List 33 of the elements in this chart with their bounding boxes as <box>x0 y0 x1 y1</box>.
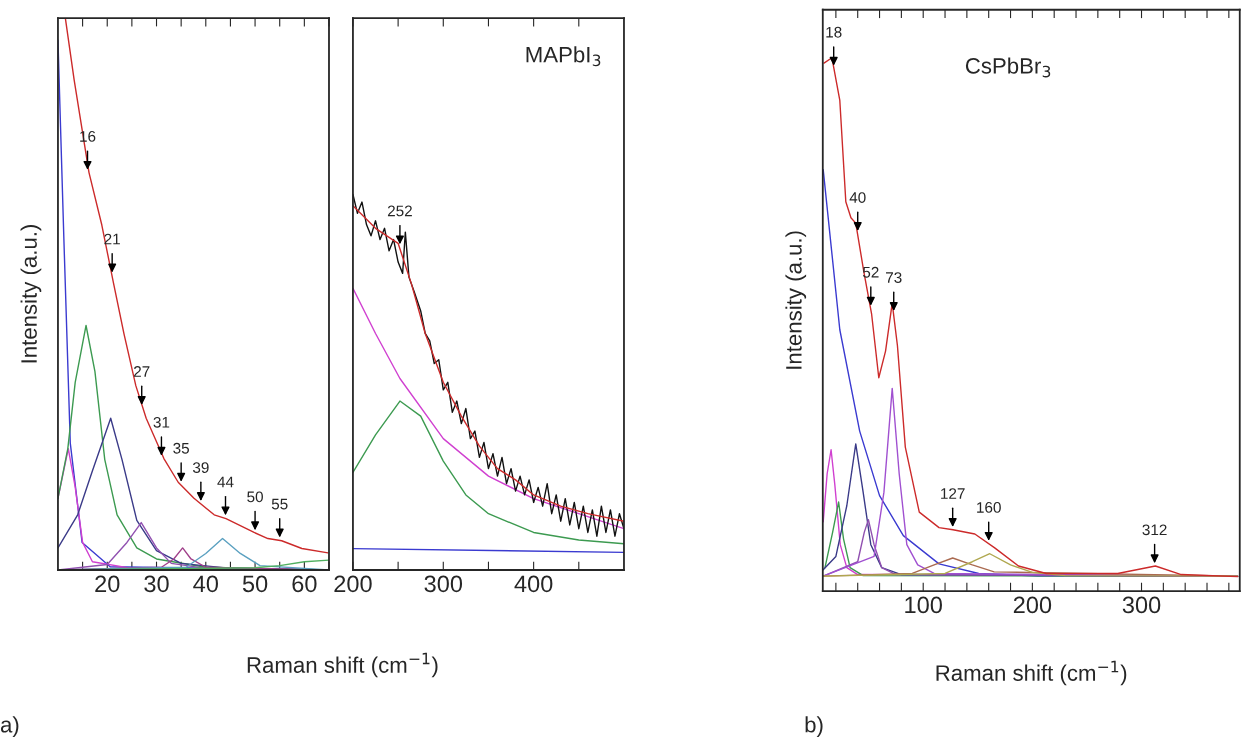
x-tick-label: 200 <box>334 575 372 593</box>
annotation: 31 <box>153 416 170 428</box>
x-tick-label: 300 <box>1122 596 1161 614</box>
annotation: 35 <box>173 442 190 454</box>
y-axis-title: Intensity (a.u.) <box>785 231 807 369</box>
x-tick-label: 100 <box>905 596 942 614</box>
x-tick-label: 30 <box>144 575 169 593</box>
x-tick-label: 50 <box>242 575 268 593</box>
annotation: 27 <box>134 366 150 377</box>
x-axis-title: Raman shift (cm$^{−1}$) <box>247 652 438 678</box>
annotation: 252 <box>387 205 412 217</box>
y-axis-title: Intensity (a.u.) <box>20 225 42 363</box>
annotation: CsPbBr$_{3}$ <box>965 57 1051 78</box>
annotation: 44 <box>217 476 234 488</box>
annotation: 39 <box>192 462 209 473</box>
annotation: 127 <box>941 488 965 499</box>
text: b) <box>805 716 823 737</box>
annotation: 55 <box>271 498 288 510</box>
annotation: 73 <box>886 272 902 283</box>
x-tick-label: 300 <box>424 575 463 593</box>
x-tick-label: 40 <box>193 575 218 593</box>
x-tick-label: 200 <box>1013 596 1052 614</box>
text: a) <box>0 716 19 737</box>
x-tick-label: 400 <box>514 575 553 593</box>
x-tick-label: 20 <box>95 575 120 593</box>
annotation: 312 <box>1142 524 1167 536</box>
annotation: 160 <box>977 501 1001 513</box>
x-axis-title: Raman shift (cm$^{−1}$) <box>936 660 1127 686</box>
x-tick-label: 60 <box>292 575 317 593</box>
annotation: 18 <box>826 26 842 38</box>
annotation: 50 <box>247 491 263 503</box>
annotation: 40 <box>849 192 866 203</box>
text: MAPbI$_{3}$ <box>526 46 601 67</box>
